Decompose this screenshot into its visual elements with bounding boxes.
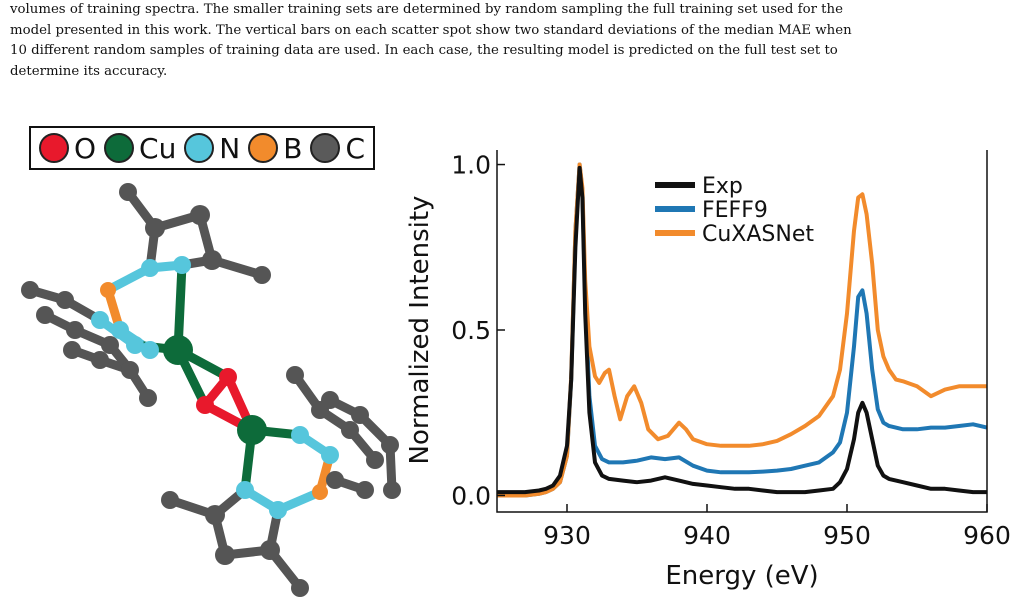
legend-label: B	[283, 131, 303, 165]
copper-swatch	[104, 133, 135, 163]
legend-label: Cu	[139, 131, 177, 165]
legend-label: C	[345, 131, 365, 165]
legend-label: O	[73, 131, 97, 165]
carbon-swatch	[310, 133, 341, 163]
legend-item-oxygen: O	[38, 131, 97, 165]
x-tick-label: 960	[963, 521, 1011, 550]
x-tick-label: 930	[543, 521, 591, 550]
caption-line: volumes of training spectra. The smaller…	[10, 2, 843, 17]
caption-line: 10 different random samples of training …	[10, 43, 838, 58]
caption-line: model presented in this work. The vertic…	[10, 22, 852, 38]
legend-item-copper: Cu	[104, 132, 176, 165]
figure-caption: volumes of training spectra. The smaller…	[10, 0, 1015, 82]
caption-line: determine its accuracy.	[10, 63, 168, 79]
legend-item-boron: B	[248, 132, 302, 165]
legend-item-carbon: C	[310, 132, 365, 165]
y-axis-label: Normalized Intensity	[405, 196, 435, 465]
molecule-atoms	[21, 183, 401, 597]
y-axis-ticks: 0.0 0.5 1.0	[451, 151, 505, 510]
x-tick-label: 940	[683, 521, 731, 550]
series-line-exp	[497, 165, 987, 495]
x-axis-label: Energy (eV)	[665, 561, 818, 591]
xas-spectrum-chart: 930 940 950 960 0.0 0.5 1.0 Energy (eV) Norma…	[405, 150, 1011, 591]
legend-label: N	[219, 131, 241, 165]
legend-label-exp: Exp	[702, 174, 743, 199]
element-legend: O Cu N B C	[29, 126, 375, 170]
legend-label-feff9: FEFF9	[702, 198, 768, 223]
y-tick-label: 1.0	[451, 151, 491, 180]
oxygen-swatch	[38, 133, 69, 163]
legend-item-nitrogen: N	[184, 132, 240, 165]
molecule-structure	[21, 183, 401, 597]
y-tick-label: 0.0	[451, 481, 491, 510]
plot-lines	[497, 162, 988, 498]
x-tick-label: 950	[823, 521, 871, 550]
x-axis-ticks: 930 940 950 960	[543, 504, 1011, 550]
legend-label-cuxasnet: CuXASNet	[702, 222, 814, 247]
y-tick-label: 0.5	[451, 316, 491, 345]
nitrogen-swatch	[184, 133, 215, 163]
boron-swatch	[248, 133, 279, 163]
